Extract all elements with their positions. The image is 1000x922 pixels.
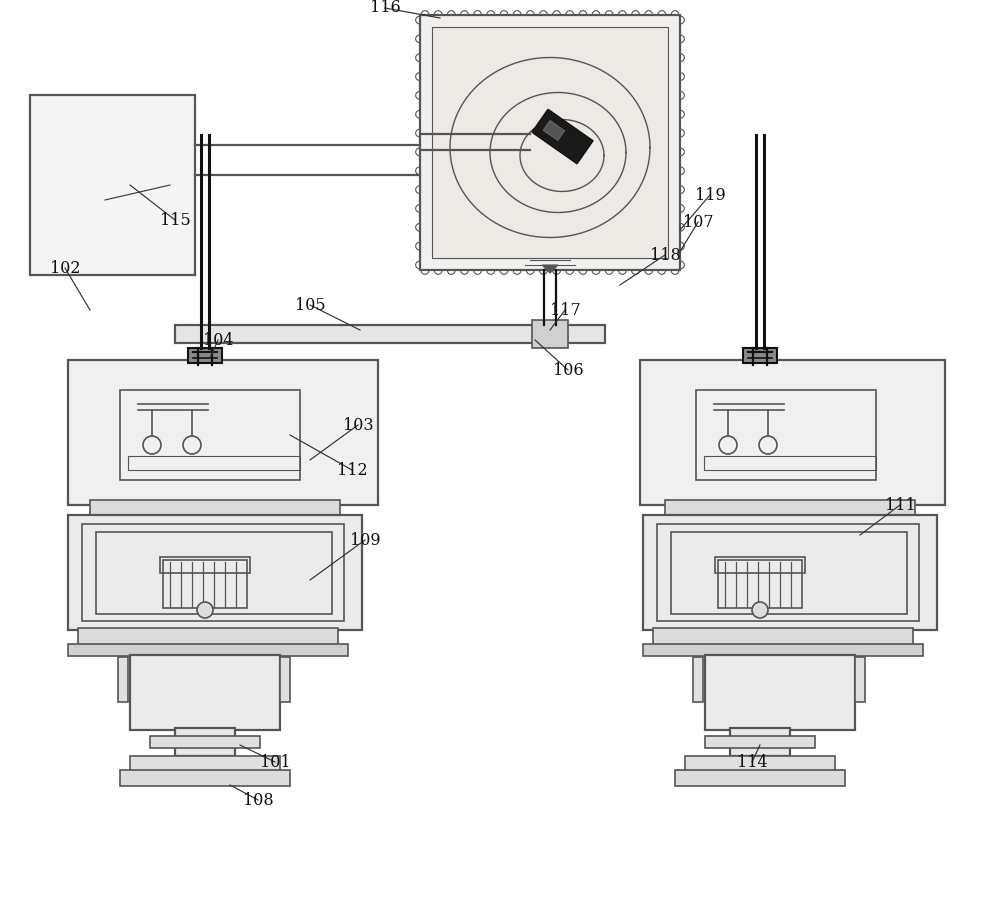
Bar	[432, 27, 668, 258]
Bar	[715, 557, 805, 573]
Text: 103: 103	[343, 417, 373, 433]
Bar	[120, 770, 290, 786]
Bar	[130, 655, 280, 730]
Text: 107: 107	[683, 214, 713, 230]
Circle shape	[752, 602, 768, 618]
Bar	[160, 557, 250, 573]
Bar	[532, 110, 593, 164]
Bar	[78, 628, 338, 646]
Bar	[643, 515, 937, 630]
Text: 112: 112	[337, 462, 367, 479]
Bar	[150, 736, 260, 748]
Bar	[730, 728, 790, 756]
Text: 105: 105	[295, 297, 325, 313]
Bar	[68, 644, 348, 656]
Bar	[82, 524, 344, 621]
Bar	[705, 736, 815, 748]
Bar	[640, 360, 945, 505]
Bar	[130, 756, 280, 772]
Bar	[671, 532, 907, 614]
Text: 106: 106	[553, 361, 583, 379]
Bar	[718, 560, 802, 608]
Bar	[188, 348, 222, 363]
Bar	[280, 657, 290, 702]
Bar	[675, 770, 845, 786]
Bar	[175, 325, 605, 343]
Bar	[30, 95, 195, 275]
Bar	[855, 657, 865, 702]
Text: 118: 118	[650, 246, 680, 264]
Circle shape	[197, 602, 213, 618]
Text: 102: 102	[50, 259, 80, 277]
Bar	[743, 348, 777, 363]
Bar	[696, 390, 876, 480]
Text: 101: 101	[260, 753, 290, 771]
Text: 116: 116	[370, 0, 400, 17]
Text: 111: 111	[885, 497, 915, 514]
Bar	[693, 657, 703, 702]
Text: 119: 119	[695, 186, 725, 204]
Bar	[118, 657, 128, 702]
Bar	[128, 456, 300, 470]
Text: 104: 104	[203, 332, 233, 349]
Bar	[643, 644, 923, 656]
Bar	[68, 360, 378, 505]
Text: 115: 115	[160, 211, 190, 229]
Polygon shape	[542, 265, 558, 273]
Bar	[96, 532, 332, 614]
Bar	[543, 121, 565, 140]
Bar	[163, 560, 247, 608]
Bar	[420, 15, 680, 270]
Bar	[532, 320, 568, 348]
Bar	[685, 756, 835, 772]
Bar	[704, 456, 876, 470]
Bar	[665, 500, 915, 518]
Text: 109: 109	[350, 531, 380, 549]
Bar	[705, 655, 855, 730]
Bar	[90, 500, 340, 518]
Bar	[657, 524, 919, 621]
Text: 117: 117	[550, 301, 580, 318]
Bar	[175, 728, 235, 756]
Text: 108: 108	[243, 791, 273, 809]
Bar	[653, 628, 913, 646]
Bar	[68, 515, 362, 630]
Bar	[120, 390, 300, 480]
Text: 114: 114	[737, 753, 767, 771]
